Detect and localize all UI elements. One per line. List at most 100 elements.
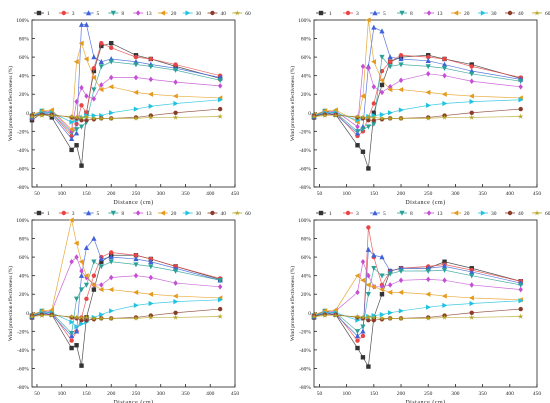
data-point [99,259,104,264]
series-30 [311,97,524,123]
y-tick-label: -40% [299,348,311,354]
data-point [425,291,431,297]
data-point [108,84,114,90]
data-point [379,292,385,297]
data-point [426,304,432,310]
data-point [99,40,104,46]
data-point [79,363,84,368]
data-point [518,286,523,293]
legend-marker [534,10,540,16]
data-point [387,271,393,277]
data-point [74,254,79,260]
data-point [79,84,84,91]
series-line [313,26,521,134]
y-tick-label: 40% [19,74,30,80]
y-tick-label: 0 [26,311,29,317]
data-point [355,289,360,296]
y-tick-label: 0 [26,111,29,117]
data-point [370,114,377,120]
plot-frame [31,19,236,188]
legend-marker [426,10,432,16]
data-point [172,293,178,299]
data-point [442,56,447,62]
data-point [469,99,475,105]
data-point [108,115,115,121]
legend-label: 5 [383,211,386,217]
data-point [78,272,85,278]
data-point [387,310,393,316]
data-point [398,56,404,62]
data-point [468,93,474,99]
legend-label: 5 [97,11,100,17]
data-point [98,86,104,93]
data-point [48,312,55,318]
data-point [379,68,385,74]
y-tick-label: -40% [299,148,311,154]
series-3 [29,40,223,139]
data-point [425,268,431,274]
data-point [365,292,371,298]
data-point [84,296,89,302]
data-point [73,328,80,334]
data-point [217,106,223,112]
data-point [379,315,385,321]
data-point [109,110,115,116]
data-point [366,272,371,279]
data-point [73,130,80,136]
legend-marker [399,210,405,216]
y-tick-label: 40% [301,274,312,280]
x-axis-label: Distance (cm) [405,199,445,206]
x-tick-label: 200 [107,191,116,197]
data-point [79,321,85,327]
y-tick-label: 100% [298,218,311,224]
data-point [355,345,360,351]
data-point [148,64,154,70]
chart-panel-4: -80%-60%-40%-20%020%40%60%80%100%50 100 15… [289,210,550,403]
y-axis-label: Wind protection effectiveness (%) [289,66,296,141]
x-axis-label: Distance (cm) [113,199,153,206]
data-point [387,315,393,321]
plot-frame [313,219,538,388]
legend-label: 20 [464,11,470,17]
legend-marker [135,210,141,216]
data-point [91,115,97,121]
data-point [387,64,393,70]
legend-label: 1 [329,211,332,217]
y-tick-label: -80% [299,385,311,391]
y-tick-label: 20% [19,292,30,298]
data-point [360,355,366,360]
legend-marker [234,10,241,16]
legend-marker [480,10,486,16]
legend-marker [318,210,324,216]
series-line [313,248,521,337]
data-point [73,127,80,133]
data-point [99,282,104,288]
legend-label: 30 [491,211,497,217]
data-point [426,54,431,60]
data-point [78,124,85,130]
data-point [173,79,178,85]
y-tick-label: 40% [301,74,312,80]
data-point [217,97,223,103]
legend-marker [110,210,116,216]
series-5 [29,235,223,339]
data-point [98,315,105,321]
data-point [91,259,97,265]
series-line [313,65,521,128]
series-3 [311,225,523,343]
series-line [313,108,521,121]
data-point [84,318,89,323]
legend-label: 40 [518,211,524,217]
series-line [313,54,521,169]
data-point [426,71,431,77]
data-point [468,314,475,320]
data-point [360,114,366,120]
x-tick-label: 350 [181,191,190,197]
legend-label: 60 [545,211,550,217]
data-point [48,112,55,118]
data-point [217,297,223,303]
legend-marker [36,10,42,16]
series-line [31,77,221,133]
data-point [322,312,328,318]
data-point [365,124,371,130]
